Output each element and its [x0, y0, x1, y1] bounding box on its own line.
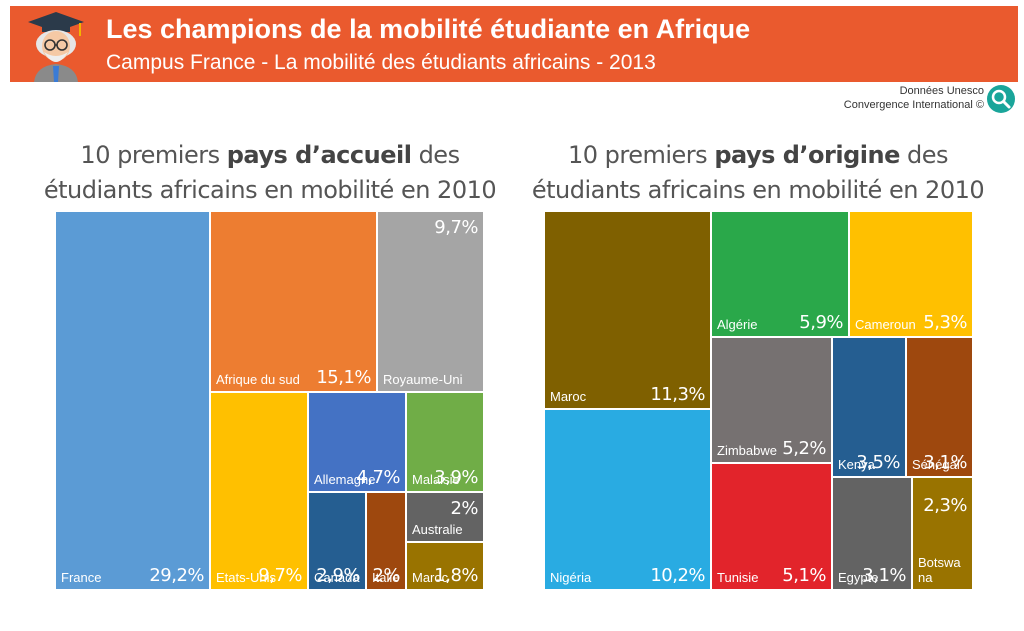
chart-title-origin-countries: 10 premiers pays d’origine des étudiants…	[528, 138, 988, 208]
treemap-tile: Nigéria 10,2%	[544, 409, 711, 590]
treemap-tile: Canada 2,9%	[308, 492, 366, 590]
tile-value: 3,9%	[434, 467, 478, 488]
search-magnifier-icon	[987, 85, 1015, 113]
header-banner: Les champions de la mobilité étudiante e…	[10, 6, 1018, 82]
tile-value: 5,9%	[799, 312, 843, 333]
treemap-tile: Australie 2%	[406, 492, 484, 542]
page-subtitle: Campus France - La mobilité des étudiant…	[106, 51, 656, 74]
tile-label: Maroc	[550, 389, 587, 404]
tile-value: 5,3%	[923, 312, 967, 333]
tile-value: 4,7%	[356, 467, 400, 488]
tile-value: 11,3%	[650, 384, 705, 405]
graduate-professor-icon	[28, 12, 84, 82]
treemap-tile: Kenya 3,5%	[832, 337, 906, 477]
tile-value: 2,3%	[923, 495, 967, 516]
tile-value: 3,1%	[862, 565, 906, 586]
tile-value: 2%	[372, 565, 400, 586]
tile-label: Egypte	[838, 570, 879, 585]
tile-label: Royaume-Uni	[383, 372, 463, 387]
treemap-origin-countries: Maroc 11,3% Nigéria 10,2% Algérie 5,9% Camerou…	[544, 211, 973, 590]
treemap-tile: Afrique du sud 15,1%	[210, 211, 377, 392]
tile-label: Afrique du sud	[216, 372, 300, 387]
tile-value: 5,2%	[782, 438, 826, 459]
tile-label: Algérie	[717, 317, 758, 332]
credit-line-2: Convergence International ©	[843, 99, 984, 111]
tile-label: Tunisie	[717, 570, 759, 585]
treemap-tile: Malaisie 3,9%	[406, 392, 484, 492]
tile-value: 2,9%	[316, 565, 360, 586]
tile-value: 29,2%	[149, 565, 204, 586]
tile-label: Etats-Unis	[216, 570, 276, 585]
chart-title-post: des étudiants africains en mobilité en 2…	[43, 141, 497, 204]
tile-label: Allemagne	[314, 472, 376, 487]
treemap-tile: France 29,2%	[55, 211, 210, 590]
treemap-tile: Allemagne 4,7%	[308, 392, 406, 492]
tile-label: France	[61, 570, 102, 585]
tile-value: 2%	[450, 498, 478, 519]
tile-label: Australie	[412, 522, 463, 537]
tile-value: 3,5%	[856, 452, 900, 473]
treemap-tile: Maroc 1,8%	[406, 542, 484, 590]
treemap-tile: Italie 2%	[366, 492, 406, 590]
credit-line-1: Données Unesco	[899, 85, 984, 97]
tile-label: Botswa na	[918, 555, 961, 585]
tile-label: Canada	[314, 570, 360, 585]
tile-value: 1,8%	[434, 565, 478, 586]
chart-title-host-countries: 10 premiers pays d’accueil des étudiants…	[40, 138, 500, 208]
tile-label: Maroc	[412, 570, 449, 585]
treemap-tile: Royaume-Uni 9,7%	[377, 211, 484, 392]
chart-title-bold: pays d’accueil	[226, 141, 412, 169]
treemap-host-countries: France 29,2% Afrique du sud 15,1% Royaume-Un…	[55, 211, 484, 590]
treemap-tile: Zimbabwe 5,2%	[711, 337, 832, 463]
chart-title-pre: 10 premiers	[80, 141, 227, 169]
tile-value: 9,7%	[258, 565, 302, 586]
tile-value: 15,1%	[316, 367, 371, 388]
treemap-tile: Sénégal 3,1%	[906, 337, 973, 477]
tile-value: 9,7%	[434, 217, 478, 238]
page-title: Les champions de la mobilité étudiante e…	[106, 14, 751, 44]
tile-label: Zimbabwe	[717, 443, 777, 458]
tile-label: Nigéria	[550, 570, 592, 585]
tile-value: 3,1%	[923, 452, 967, 473]
treemap-tile: Etats-Unis 9,7%	[210, 392, 308, 590]
chart-title-bold: pays d’origine	[714, 141, 900, 169]
treemap-tile: Tunisie 5,1%	[711, 463, 832, 590]
treemap-tile: Algérie 5,9%	[711, 211, 849, 337]
chart-title-pre: 10 premiers	[567, 141, 715, 169]
treemap-tile: Egypte 3,1%	[832, 477, 912, 590]
tile-value: 10,2%	[650, 565, 705, 586]
tile-label: Kenya	[838, 457, 875, 472]
tile-label: Sénégal	[912, 457, 960, 472]
tile-label: Italie	[372, 570, 400, 585]
treemap-tile: Cameroun 5,3%	[849, 211, 973, 337]
tile-value: 5,1%	[782, 565, 826, 586]
chart-title-post: des étudiants africains en mobilité en 2…	[531, 141, 985, 204]
treemap-tile: Maroc 11,3%	[544, 211, 711, 409]
source-credit: Données Unesco Convergence International…	[844, 84, 984, 112]
treemap-tile: Botswa na 2,3%	[912, 477, 973, 590]
tile-label: Cameroun	[855, 317, 916, 332]
tile-label: Malaisie	[412, 472, 460, 487]
